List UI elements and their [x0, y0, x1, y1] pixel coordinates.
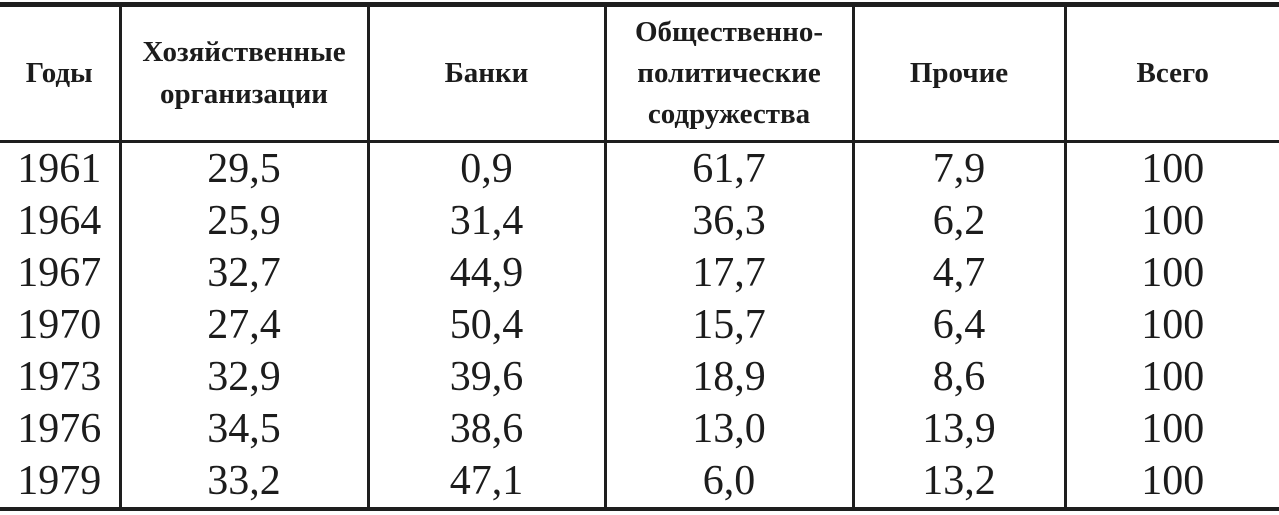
column-header-years: Годы [0, 4, 120, 143]
table-row: 1979 33,2 47,1 6,0 13,2 100 [0, 455, 1279, 509]
value-cell: 13,2 [851, 455, 1065, 509]
value-cell: 38,6 [366, 403, 605, 455]
column-header-banks: Банки [366, 4, 605, 143]
value-cell: 6,2 [851, 195, 1065, 247]
column-header-total: Всего [1063, 4, 1279, 143]
table-row: 1973 32,9 39,6 18,9 8,6 100 [0, 351, 1279, 403]
table-header: Годы Хозяйственные организации Банки Общ… [0, 4, 1279, 143]
year-cell: 1967 [17, 250, 102, 296]
value-cell: 34,5 [118, 403, 368, 455]
value-cell: 27,4 [118, 299, 368, 351]
value-cell: 7,9 [851, 141, 1065, 195]
value-cell: 61,7 [603, 141, 853, 195]
value-cell: 15,7 [603, 299, 853, 351]
table-row: 1967 32,7 44,9 17,7 4,7 100 [0, 247, 1279, 299]
total-cell: 100 [1063, 195, 1279, 247]
value-cell: 4,7 [851, 247, 1065, 299]
value-cell: 32,7 [118, 247, 368, 299]
value-cell: 8,6 [851, 351, 1065, 403]
value-cell: 33,2 [118, 455, 368, 509]
header-row: Годы Хозяйственные организации Банки Общ… [0, 4, 1279, 143]
year-cell: 1961 [17, 146, 102, 192]
total-cell: 100 [1063, 403, 1279, 455]
table-row: 1970 27,4 50,4 15,7 6,4 100 [0, 299, 1279, 351]
value-cell: 36,3 [603, 195, 853, 247]
total-cell: 100 [1063, 247, 1279, 299]
value-cell: 17,7 [603, 247, 853, 299]
column-header-economic-organizations: Хозяйственные организации [118, 4, 368, 143]
total-cell: 100 [1063, 455, 1279, 509]
total-cell: 100 [1063, 351, 1279, 403]
table-row: 1964 25,9 31,4 36,3 6,2 100 [0, 195, 1279, 247]
value-cell: 6,4 [851, 299, 1065, 351]
value-cell: 50,4 [366, 299, 605, 351]
value-cell: 0,9 [366, 141, 605, 195]
value-cell: 32,9 [118, 351, 368, 403]
year-cell: 1970 [17, 302, 102, 348]
year-cell: 1979 [17, 458, 102, 504]
table-row: 1976 34,5 38,6 13,0 13,9 100 [0, 403, 1279, 455]
year-cell: 1964 [17, 198, 102, 244]
value-cell: 47,1 [366, 455, 605, 509]
value-cell: 25,9 [118, 195, 368, 247]
value-cell: 29,5 [118, 141, 368, 195]
year-cell: 1973 [17, 354, 102, 400]
year-cell: 1976 [17, 406, 102, 452]
column-header-socio-political-communities: Общественно-политические содружества [603, 4, 853, 143]
value-cell: 18,9 [603, 351, 853, 403]
total-cell: 100 [1063, 299, 1279, 351]
column-header-others: Прочие [851, 4, 1065, 143]
value-cell: 6,0 [603, 455, 853, 509]
table-row: 1961 29,5 0,9 61,7 7,9 100 [0, 141, 1279, 195]
value-cell: 39,6 [366, 351, 605, 403]
value-cell: 13,9 [851, 403, 1065, 455]
value-cell: 31,4 [366, 195, 605, 247]
value-cell: 13,0 [603, 403, 853, 455]
total-cell: 100 [1063, 141, 1279, 195]
table-body: 1961 29,5 0,9 61,7 7,9 100 1964 25,9 31,… [0, 141, 1279, 509]
value-cell: 44,9 [366, 247, 605, 299]
